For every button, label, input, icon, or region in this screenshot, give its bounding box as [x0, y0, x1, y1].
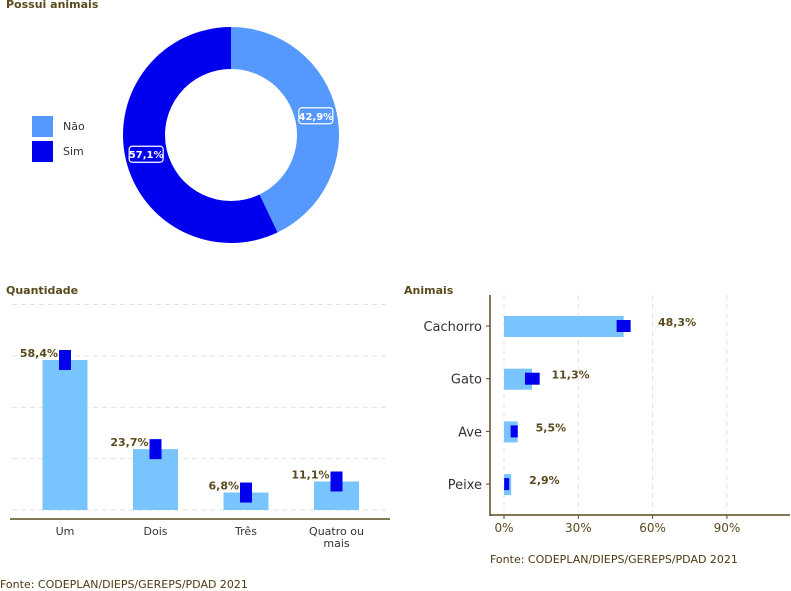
donut-slice-não — [231, 27, 339, 233]
bar-value-label: 48,3% — [658, 316, 696, 329]
bar-1 — [133, 449, 178, 510]
quantidade-title: Quantidade — [6, 284, 79, 297]
x-tick-label: 60% — [639, 521, 666, 535]
y-tick-label: Cachorro — [423, 320, 482, 335]
source-left: Fonte: CODEPLAN/DIEPS/GEREPS/PDAD 2021 — [0, 578, 248, 591]
donut-slice-sim — [122, 27, 278, 243]
error-marker — [524, 372, 540, 385]
error-marker — [149, 439, 162, 460]
x-tick-label: 30% — [565, 521, 592, 535]
x-tick-label: Um — [56, 525, 75, 538]
bar-value-label: 11,3% — [552, 369, 590, 382]
legend-label: Sim — [63, 145, 84, 158]
bar-cachorro — [504, 316, 624, 337]
source-right: Fonte: CODEPLAN/DIEPS/GEREPS/PDAD 2021 — [490, 553, 738, 566]
bar-value-label: 6,8% — [208, 480, 239, 493]
bar-0 — [42, 360, 88, 510]
legend-label: Não — [63, 120, 85, 133]
bar-value-label: 5,5% — [536, 421, 567, 434]
x-tick-label: Quatro ou — [309, 525, 364, 538]
bar-value-label: 58,4% — [20, 347, 58, 360]
error-marker — [510, 425, 518, 438]
bar-value-label: 2,9% — [529, 474, 560, 487]
donut-title: Possui animais — [6, 0, 99, 11]
donut-label: 57,1% — [129, 150, 164, 161]
legend-swatch — [32, 116, 53, 137]
donut-label-box — [298, 107, 334, 125]
y-tick-label: Ave — [458, 425, 482, 440]
legend-item-nao: Não — [32, 116, 85, 137]
error-marker — [616, 320, 631, 332]
x-tick-label: 90% — [714, 521, 741, 535]
bar-value-label: 23,7% — [110, 436, 148, 449]
bar-value-label: 11,1% — [291, 468, 329, 481]
x-tick-label: Três — [234, 525, 257, 538]
error-marker — [330, 471, 343, 492]
x-tick-label: Dois — [144, 525, 168, 538]
legend-swatch — [32, 141, 53, 162]
animais-title: Animais — [404, 284, 454, 297]
donut-label-box — [128, 145, 164, 163]
donut-label: 42,9% — [298, 112, 333, 123]
error-marker — [59, 350, 71, 370]
y-tick-label: Peixe — [448, 478, 482, 493]
x-tick-label: 0% — [494, 521, 513, 535]
error-marker — [504, 478, 510, 491]
y-tick-label: Gato — [451, 373, 482, 388]
legend-item-sim: Sim — [32, 141, 84, 162]
x-tick-label: mais — [323, 537, 350, 550]
error-marker — [240, 482, 252, 503]
